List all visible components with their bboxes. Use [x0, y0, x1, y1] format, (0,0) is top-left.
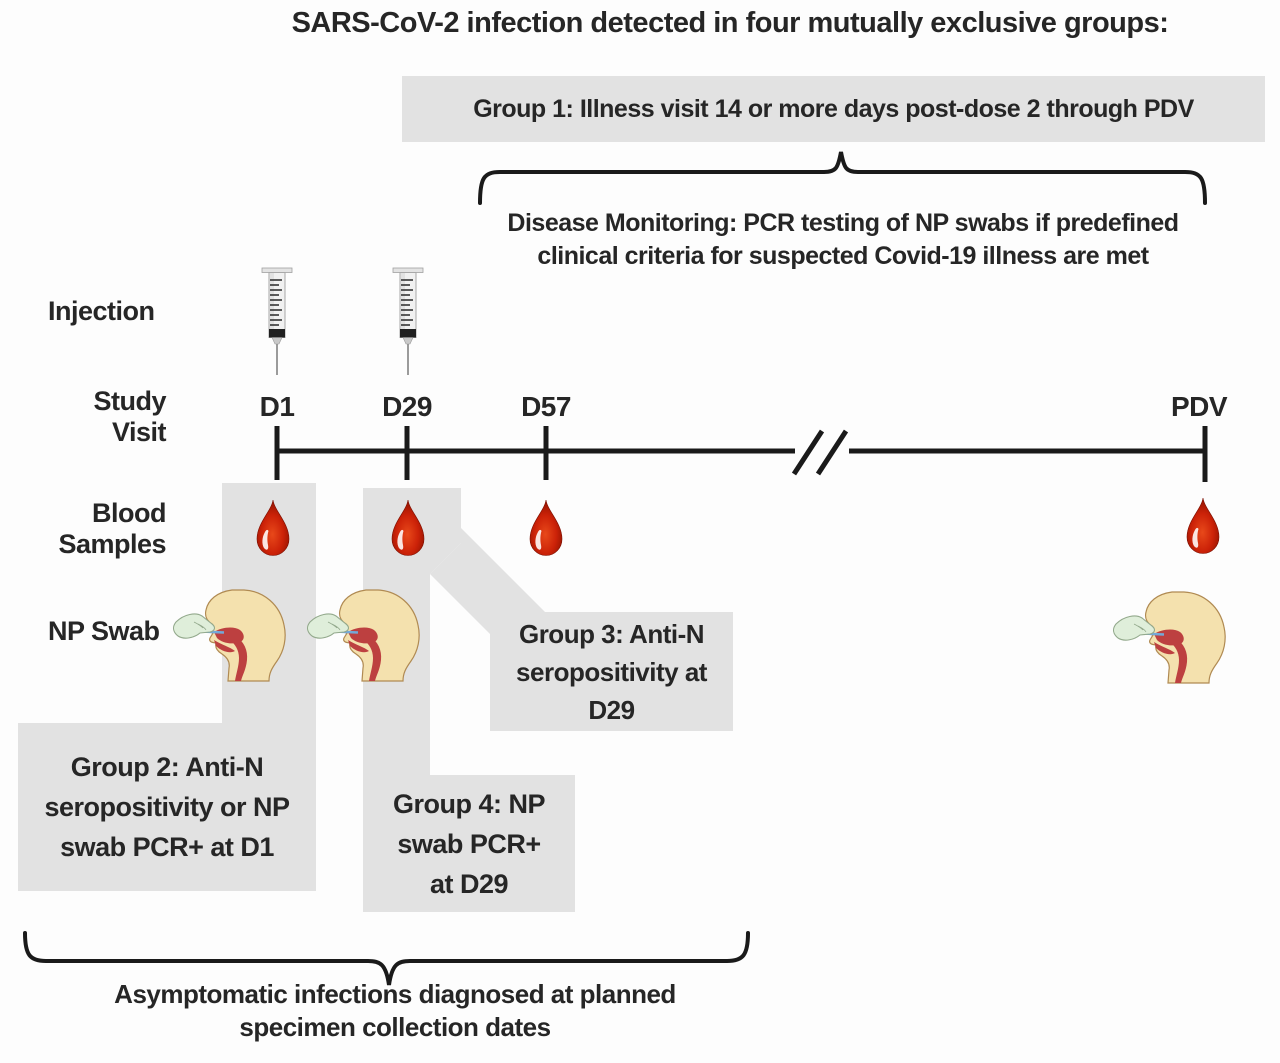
np-swab-icon [172, 588, 287, 683]
asymptomatic-note: Asymptomatic infections diagnosed at pla… [95, 978, 695, 1044]
asymptomatic-line2: specimen collection dates [239, 1012, 551, 1042]
d1-column-band-and-group2-box [18, 483, 316, 891]
group2-line3: swab PCR+ at D1 [60, 832, 274, 862]
group3-line1: Group 3: Anti-N [518, 618, 705, 649]
group1-curly-brace-icon [478, 151, 1207, 205]
blood-drop-icon [1186, 497, 1220, 554]
visit-label-pdv: PDV [1170, 391, 1228, 422]
np-swab-icon [306, 588, 421, 683]
group2-line1: Group 2: Anti-N [70, 752, 264, 782]
study-visit-line2: Visit [111, 417, 167, 447]
figure-title: SARS-CoV-2 infection detected in four mu… [291, 7, 1169, 39]
disease-monitoring-line1: Disease Monitoring: PCR testing of NP sw… [507, 209, 1179, 237]
group3-diagonal-connector [430, 528, 545, 634]
group1-box: Group 1: Illness visit 14 or more days p… [402, 76, 1265, 142]
gray-highlight-shapes [18, 483, 733, 912]
axis-break-icon [791, 429, 849, 476]
study-visit-line1: Study [93, 386, 166, 416]
blood-drop-icon [529, 499, 563, 556]
group2-box-text: Group 2: Anti-N seropositivity or NP swa… [18, 723, 316, 891]
group3-line3: D29 [588, 694, 635, 725]
visit-label-d57: D57 [521, 391, 571, 422]
group3-line2: seropositivity at [516, 656, 707, 687]
group4-line1: Group 4: NP [392, 788, 546, 819]
group3-box [490, 612, 733, 731]
row-label-study-visit: Study Visit [40, 386, 166, 448]
d29-column-band-and-group4-box [363, 488, 575, 912]
group2-line2: seropositivity or NP [44, 792, 290, 822]
group4-box-text: Group 4: NP swab PCR+ at D29 [363, 775, 575, 912]
np-swab-icon [1112, 590, 1227, 685]
disease-monitoring-line2: clinical criteria for suspected Covid-19… [537, 242, 1149, 270]
timeline [274, 426, 1208, 482]
group4-line3: at D29 [429, 868, 509, 899]
visit-label-d29: D29 [382, 391, 432, 422]
disease-monitoring-note: Disease Monitoring: PCR testing of NP sw… [420, 207, 1266, 273]
group1-label: Group 1: Illness visit 14 or more days p… [473, 94, 1194, 123]
row-label-blood-samples: Blood Samples [40, 498, 166, 560]
blood-samples-line2: Samples [58, 529, 166, 559]
asymptomatic-line1: Asymptomatic infections diagnosed at pla… [114, 979, 676, 1009]
syringe-icon [392, 267, 424, 376]
group4-line2: swab PCR+ [397, 828, 541, 859]
syringe-icon [261, 267, 293, 376]
row-label-np-swab: NP Swab [48, 616, 160, 646]
row-label-injection: Injection [48, 296, 155, 326]
visit-label-d1: D1 [259, 391, 295, 422]
asymptomatic-curly-brace-icon [23, 931, 750, 986]
blood-samples-line1: Blood [92, 498, 166, 528]
group3-box-text: Group 3: Anti-N seropositivity at D29 [490, 612, 733, 731]
